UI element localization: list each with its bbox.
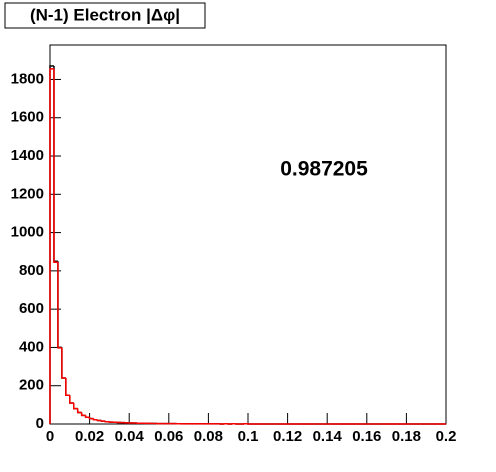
histogram-step: [53, 68, 58, 264]
histogram-step: [100, 420, 106, 422]
histogram-step: [92, 418, 98, 421]
y-tick-label: 0: [36, 415, 44, 432]
x-tick-label: 0.02: [75, 428, 104, 445]
histogram-step: [76, 408, 82, 414]
x-tick-label: 0.16: [352, 428, 381, 445]
histogram-step: [57, 262, 62, 349]
y-tick-label: 1200: [11, 185, 44, 202]
x-tick-label: 0.14: [313, 428, 343, 445]
histogram-step: [80, 412, 86, 417]
x-tick-label: 0.06: [154, 428, 183, 445]
histogram-step: [104, 420, 110, 423]
histogram-step: [96, 419, 102, 422]
annotation: 0.987205: [280, 158, 368, 181]
chart-title: (N-1) Electron |Δφ|: [30, 5, 180, 24]
histogram-step: [49, 68, 54, 424]
x-tick-label: 0.1: [238, 428, 259, 445]
histogram-step: [69, 395, 74, 404]
y-tick-label: 200: [19, 377, 44, 394]
x-tick-label: 0: [46, 428, 54, 445]
x-tick-label: 0.04: [115, 428, 145, 445]
histogram-step: [65, 378, 70, 397]
x-tick-label: 0.12: [273, 428, 302, 445]
y-tick-label: 1800: [11, 70, 44, 87]
y-tick-label: 1000: [11, 224, 44, 241]
title-box: [4, 2, 206, 29]
histogram-step: [73, 402, 78, 410]
histogram-step: [88, 417, 94, 420]
y-tick-label: 600: [19, 300, 44, 317]
y-tick-label: 800: [19, 262, 44, 279]
x-tick-label: 0.2: [436, 428, 457, 445]
histogram-step: [84, 415, 90, 419]
x-tick-label: 0.18: [392, 428, 421, 445]
y-tick-label: 400: [19, 338, 44, 355]
y-tick-label: 1600: [11, 109, 44, 126]
x-tick-label: 0.08: [194, 428, 223, 445]
histogram-step: [61, 347, 66, 379]
y-tick-label: 1400: [11, 147, 44, 164]
